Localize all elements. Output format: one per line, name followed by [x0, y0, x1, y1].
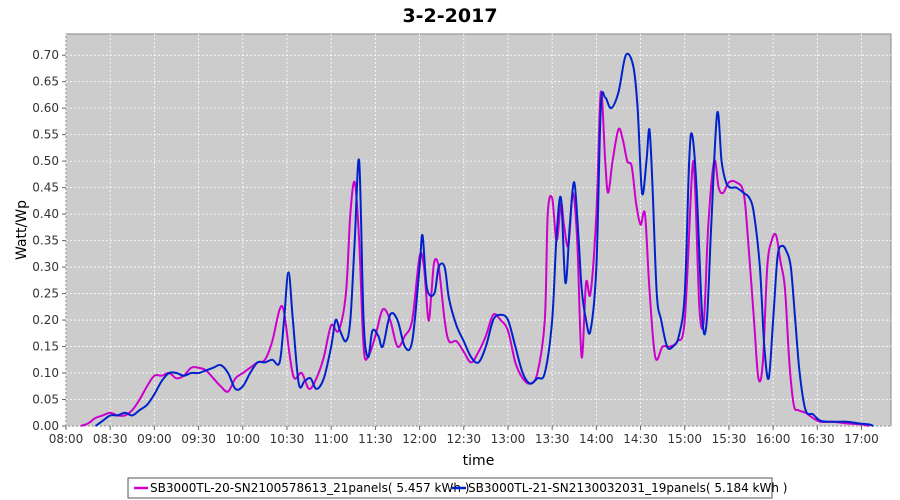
y-tick-label: 0.25	[32, 287, 59, 301]
y-tick-label: 0.20	[32, 313, 59, 327]
y-tick-label: 0.05	[32, 393, 59, 407]
y-axis-label: Watt/Wp	[14, 200, 30, 260]
y-tick-label: 0.10	[32, 366, 59, 380]
x-tick-label: 13:00	[491, 432, 526, 446]
x-tick-label: 16:30	[800, 432, 835, 446]
x-tick-label: 08:30	[93, 432, 128, 446]
y-tick-label: 0.35	[32, 234, 59, 248]
y-tick-label: 0.40	[32, 207, 59, 221]
x-tick-label: 13:30	[535, 432, 570, 446]
y-tick-label: 0.00	[32, 419, 59, 433]
x-tick-label: 14:30	[623, 432, 658, 446]
y-tick-label: 0.55	[32, 128, 59, 142]
x-tick-label: 11:00	[314, 432, 349, 446]
y-tick-label: 0.15	[32, 340, 59, 354]
legend-box	[127, 477, 773, 499]
series-line-2	[94, 52, 874, 427]
x-tick-label: 11:30	[358, 432, 393, 446]
x-tick-label: 09:30	[181, 432, 216, 446]
legend-label: SB3000TL-20-SN2100578613_21panels( 5.457…	[150, 481, 469, 495]
x-tick-label: 15:30	[712, 432, 747, 446]
legend-label: SB3000TL-21-SN2130032031_19panels( 5.184…	[468, 481, 787, 495]
y-tick-label: 0.45	[32, 181, 59, 195]
x-tick-label: 12:00	[402, 432, 437, 446]
y-tick-label: 0.30	[32, 260, 59, 274]
series-line-1	[80, 90, 870, 427]
x-tick-label: 10:30	[270, 432, 305, 446]
axes: 0.00 0.05 0.10 0.15 0.20 0.25 0.30 0.35 0.40 0.45…	[32, 48, 879, 446]
x-tick-label: 09:00	[137, 432, 172, 446]
x-axis-label: time	[463, 453, 495, 469]
legend: SB3000TL-20-SN2100578613_21panels( 5.457…	[127, 477, 787, 499]
series-layer	[80, 52, 874, 427]
y-tick-label: 0.65	[32, 75, 59, 89]
y-tick-label: 0.50	[32, 154, 59, 168]
x-tick-label: 12:30	[446, 432, 481, 446]
x-tick-label: 16:00	[756, 432, 791, 446]
grid	[65, 34, 891, 427]
x-tick-label: 10:00	[225, 432, 260, 446]
x-tick-label: 14:00	[579, 432, 614, 446]
chart-title: 3-2-2017	[402, 5, 497, 27]
y-tick-label: 0.60	[32, 101, 59, 115]
plot-area	[65, 33, 892, 427]
y-tick-label: 0.70	[32, 48, 59, 62]
x-tick-label: 08:00	[49, 432, 84, 446]
x-tick-label: 17:00	[844, 432, 879, 446]
x-tick-label: 15:00	[667, 432, 702, 446]
